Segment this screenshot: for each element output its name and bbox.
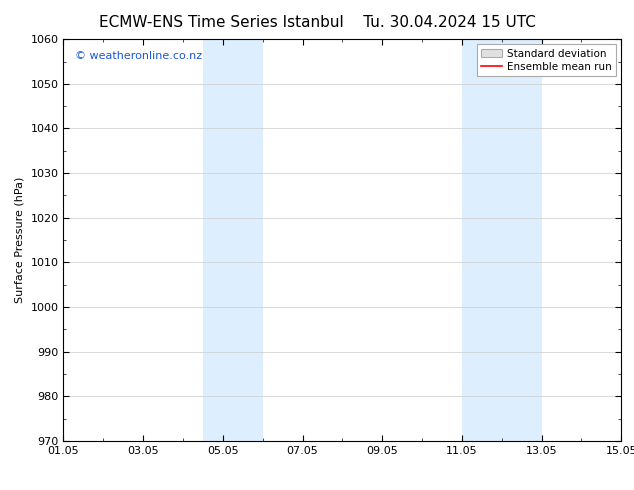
Bar (203, 39, 262, 441)
Text: ECMW-ENS Time Series Istanbul    Tu. 30.04.2024 15 UTC: ECMW-ENS Time Series Istanbul Tu. 30.04.… (98, 15, 536, 30)
Bar (462, 39, 541, 441)
Legend: Standard deviation, Ensemble mean run: Standard deviation, Ensemble mean run (477, 45, 616, 76)
Text: © weatheronline.co.nz: © weatheronline.co.nz (75, 51, 202, 61)
Y-axis label: Surface Pressure (hPa): Surface Pressure (hPa) (15, 177, 25, 303)
